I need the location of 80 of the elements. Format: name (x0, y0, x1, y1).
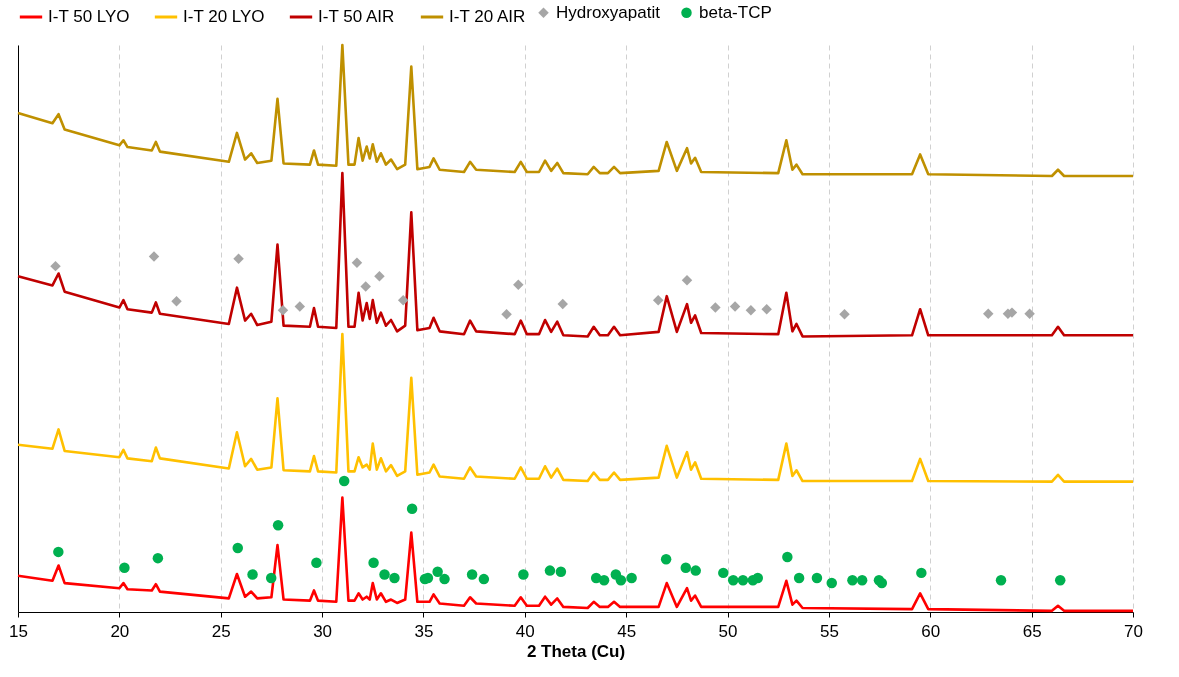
point (351, 257, 363, 268)
point (368, 557, 379, 568)
x-tick-label: 35 (414, 621, 434, 641)
point (995, 575, 1007, 586)
point (710, 302, 721, 313)
point (439, 573, 450, 585)
point (478, 573, 490, 585)
point (727, 575, 739, 586)
point (544, 565, 556, 576)
x-tick-label: 20 (110, 621, 130, 641)
legend-label: I-T 20 AIR (449, 7, 526, 26)
point (406, 503, 418, 515)
point (232, 542, 243, 554)
x-tick-label: 25 (211, 621, 231, 641)
point (839, 309, 850, 320)
point (152, 552, 164, 564)
point (50, 260, 61, 272)
point (916, 567, 927, 579)
point (247, 569, 258, 580)
point (690, 565, 701, 576)
point (555, 566, 567, 577)
legend-label: I-T 50 AIR (318, 7, 395, 26)
legend-label: I-T 50 LYO (48, 7, 130, 26)
point (761, 303, 772, 315)
x-tick-label: 15 (9, 621, 28, 641)
legend-label: I-T 20 LYO (183, 7, 265, 26)
point (752, 572, 763, 584)
x-tick-label: 65 (1022, 621, 1042, 641)
point (466, 569, 478, 580)
point (557, 298, 568, 310)
point (360, 281, 371, 292)
point (793, 572, 805, 584)
point (311, 557, 322, 568)
point (294, 301, 306, 312)
point (615, 575, 627, 586)
x-tick-label: 45 (617, 621, 637, 641)
point (1024, 308, 1035, 319)
point (680, 562, 692, 574)
point (729, 301, 741, 312)
point (265, 572, 277, 584)
point (626, 572, 637, 584)
point (1054, 575, 1066, 586)
point (983, 308, 994, 319)
point (119, 562, 130, 574)
point (652, 294, 664, 306)
x-tick-label: 60 (921, 621, 941, 641)
point (681, 275, 693, 286)
point (379, 569, 390, 580)
point (718, 567, 729, 579)
point (737, 575, 749, 586)
x-axis-title: 2 Theta (Cu) (526, 641, 626, 661)
point (811, 572, 823, 584)
point (53, 546, 64, 558)
point (782, 551, 793, 563)
point (501, 309, 512, 320)
point (518, 569, 529, 580)
point (389, 572, 400, 584)
point (374, 271, 385, 282)
point (432, 566, 443, 577)
point (233, 253, 244, 264)
point (513, 279, 524, 291)
point (660, 554, 672, 565)
point (277, 305, 289, 316)
point (745, 305, 757, 316)
legend-label: beta-TCP (699, 2, 772, 22)
legend-label: Hydroxyapatit (556, 2, 661, 22)
point (598, 575, 610, 586)
point (826, 577, 837, 589)
point (397, 294, 409, 306)
x-tick-label: 55 (819, 621, 839, 641)
point (338, 475, 350, 487)
point (148, 251, 160, 262)
x-tick-label: 40 (515, 621, 535, 641)
point (856, 575, 868, 586)
point (847, 575, 858, 586)
x-tick-label: 30 (313, 621, 333, 641)
x-tick-label: 70 (1124, 621, 1143, 641)
point (171, 296, 182, 307)
x-tick-label: 50 (718, 621, 738, 641)
point (272, 520, 284, 531)
